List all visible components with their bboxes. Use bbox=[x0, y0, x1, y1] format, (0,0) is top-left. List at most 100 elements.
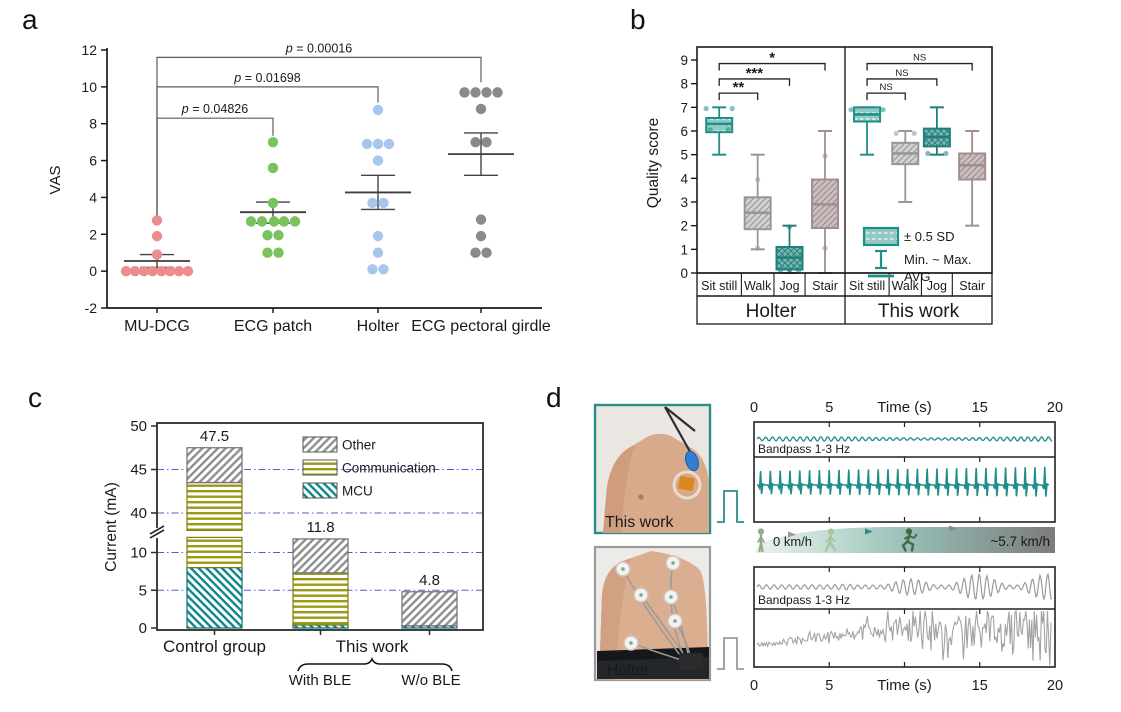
svg-text:Holter: Holter bbox=[607, 662, 650, 679]
data-point bbox=[245, 216, 257, 227]
scatter-group bbox=[240, 136, 306, 258]
holter-trace-frame: Bandpass 1-3 Hz bbox=[753, 566, 1056, 668]
pulse-icon-teal bbox=[717, 490, 744, 523]
svg-text:NS: NS bbox=[880, 82, 893, 93]
svg-text:4.8: 4.8 bbox=[419, 572, 440, 589]
svg-text:This work: This work bbox=[605, 514, 674, 531]
svg-text:NS: NS bbox=[913, 53, 926, 64]
bar-legend: Other Communication MCU bbox=[302, 436, 436, 499]
svg-text:2: 2 bbox=[680, 219, 688, 234]
svg-text:45: 45 bbox=[130, 462, 147, 479]
svg-text:20: 20 bbox=[1047, 400, 1063, 416]
svg-text:Current (mA): Current (mA) bbox=[103, 482, 120, 572]
svg-text:5: 5 bbox=[680, 148, 688, 163]
pendant-sensor bbox=[685, 450, 699, 472]
svg-text:**: ** bbox=[733, 79, 745, 96]
bar-segment bbox=[401, 591, 458, 627]
svg-text:15: 15 bbox=[972, 678, 988, 694]
svg-text:Time (s): Time (s) bbox=[877, 677, 931, 694]
bar-segment bbox=[186, 536, 243, 569]
data-point bbox=[378, 197, 389, 209]
panel-b-letter: b bbox=[630, 4, 646, 35]
data-point bbox=[267, 162, 279, 174]
svg-text:50: 50 bbox=[130, 418, 147, 435]
data-point bbox=[164, 265, 176, 277]
svg-text:MCU: MCU bbox=[342, 484, 373, 499]
data-point bbox=[273, 230, 284, 241]
box-group bbox=[848, 106, 987, 227]
data-point bbox=[372, 104, 384, 116]
svg-text:Stair: Stair bbox=[959, 279, 985, 293]
holter-bandpass-trace bbox=[756, 572, 1053, 600]
ecg-comparison-panel: This work Holter 0 5 Time (s) 15 20 0 5 Time (s) 1… bbox=[593, 399, 1063, 694]
svg-text:Jog: Jog bbox=[927, 279, 947, 293]
bottom-labels: Control group This work With BLE W/o BLE bbox=[163, 637, 461, 689]
data-point bbox=[459, 87, 470, 98]
data-point bbox=[120, 265, 132, 277]
data-point bbox=[470, 87, 481, 98]
scatter-group bbox=[120, 215, 194, 277]
p-value-label: p = 0.01698 bbox=[233, 71, 300, 85]
data-point bbox=[289, 216, 301, 227]
data-point bbox=[492, 87, 503, 98]
svg-text:8: 8 bbox=[89, 116, 97, 132]
p-value-brackets: p = 0.04826 p = 0.01698 p = 0.00016 bbox=[156, 41, 482, 217]
svg-text:Walk: Walk bbox=[744, 279, 772, 293]
time-axis-top: 0 5 Time (s) 15 20 bbox=[750, 399, 1063, 416]
this-work-photo: This work bbox=[593, 403, 712, 535]
svg-text:0 km/h: 0 km/h bbox=[773, 534, 812, 549]
data-point bbox=[372, 138, 384, 150]
svg-text:12: 12 bbox=[81, 42, 97, 58]
svg-text:W/o BLE: W/o BLE bbox=[401, 672, 460, 689]
data-point bbox=[173, 265, 185, 277]
svg-text:VAS: VAS bbox=[47, 166, 64, 195]
significance-brackets: ****** bbox=[718, 50, 826, 101]
data-point bbox=[129, 265, 141, 277]
data-point bbox=[256, 216, 268, 227]
standing-person-icon bbox=[757, 528, 765, 553]
data-point bbox=[475, 103, 487, 115]
scatter-group bbox=[345, 104, 411, 275]
speed-arrow bbox=[788, 531, 796, 538]
data-point bbox=[367, 264, 378, 275]
svg-text:2: 2 bbox=[89, 226, 97, 242]
svg-text:Sit still: Sit still bbox=[701, 279, 737, 293]
svg-text:15: 15 bbox=[972, 400, 988, 416]
svg-text:Bandpass 1-3 Hz: Bandpass 1-3 Hz bbox=[758, 442, 850, 456]
data-point bbox=[481, 136, 492, 148]
vas-axes: -2 0 2 4 6 8 10 12 VAS MU-DCG ECG patch Holter ECG p… bbox=[47, 42, 551, 335]
current-axes: 0 5 10 40 45 50 Current (mA) bbox=[103, 418, 484, 637]
data-point bbox=[372, 155, 384, 166]
svg-text:0: 0 bbox=[750, 400, 758, 416]
svg-text:Communication: Communication bbox=[342, 461, 436, 476]
holter-ecg-trace bbox=[756, 609, 1052, 666]
pulse-this-work bbox=[717, 490, 744, 523]
bar-segment bbox=[292, 572, 349, 626]
holter-photo: Holter bbox=[593, 545, 712, 682]
p-value-label: p = 0.00016 bbox=[285, 41, 352, 55]
svg-text:0: 0 bbox=[139, 620, 147, 637]
data-point bbox=[151, 230, 163, 242]
data-point bbox=[267, 197, 279, 209]
data-point bbox=[268, 216, 280, 227]
box-group bbox=[703, 105, 840, 274]
svg-text:Bandpass 1-3 Hz: Bandpass 1-3 Hz bbox=[758, 593, 850, 607]
svg-text:± 0.5 SD: ± 0.5 SD bbox=[904, 229, 955, 244]
svg-text:7: 7 bbox=[680, 100, 688, 115]
svg-text:Walk: Walk bbox=[892, 279, 920, 293]
data-point bbox=[151, 215, 163, 226]
data-point bbox=[182, 265, 194, 277]
svg-text:This work: This work bbox=[878, 301, 960, 322]
waveforms bbox=[756, 435, 1053, 666]
data-point bbox=[470, 247, 481, 258]
svg-text:***: *** bbox=[746, 65, 764, 82]
chest-patch bbox=[677, 475, 695, 492]
data-point bbox=[367, 197, 378, 209]
svg-text:ECG patch: ECG patch bbox=[234, 318, 312, 335]
svg-text:8: 8 bbox=[680, 77, 688, 92]
svg-text:Sit still: Sit still bbox=[849, 279, 885, 293]
svg-text:Control group: Control group bbox=[163, 637, 266, 656]
data-point bbox=[262, 230, 273, 241]
